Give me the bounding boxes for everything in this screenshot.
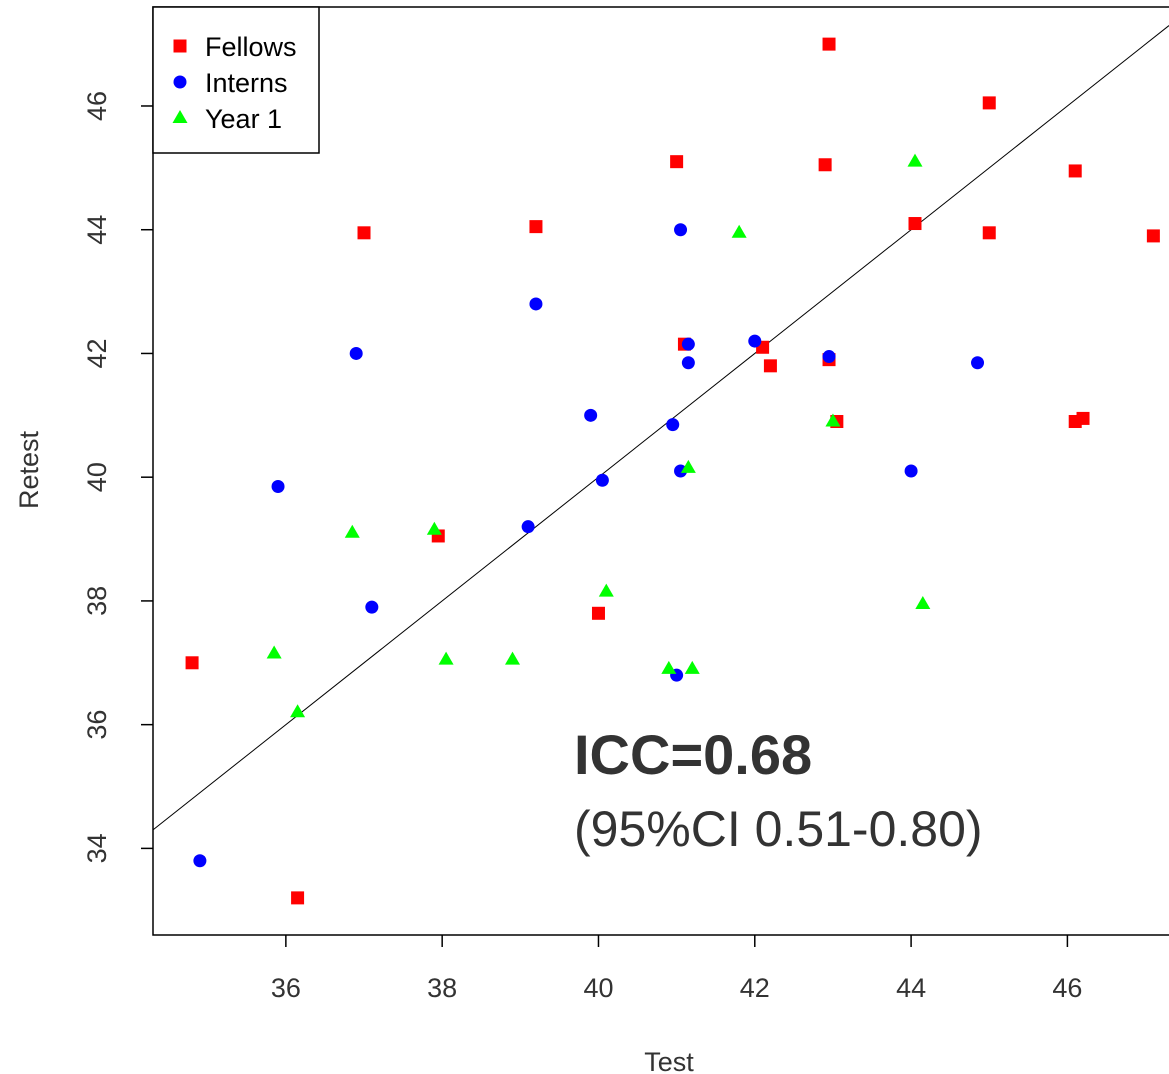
- data-point-interns: [822, 350, 836, 364]
- ci-annotation: (95%CI 0.51-0.80): [574, 801, 983, 857]
- data-point-year-1: [915, 595, 931, 609]
- data-point-year-1: [426, 521, 442, 535]
- legend-label-year-1: Year 1: [205, 104, 282, 134]
- data-point-interns: [595, 473, 609, 487]
- data-point-interns: [666, 418, 680, 432]
- x-tick-label: 46: [1052, 973, 1082, 1003]
- y-tick-label: 36: [82, 710, 112, 740]
- data-point-year-1: [344, 524, 360, 538]
- data-point-interns: [904, 464, 918, 478]
- legend-label-fellows: Fellows: [205, 32, 297, 62]
- y-axis-title: Retest: [14, 430, 44, 509]
- data-point-year-1: [505, 651, 521, 665]
- x-tick-label: 40: [583, 973, 613, 1003]
- fit-line-layer: [153, 25, 1169, 831]
- data-point-fellows: [291, 891, 305, 905]
- data-point-interns: [193, 854, 207, 868]
- points-layer: [185, 37, 1160, 905]
- legend-marker-fellows: [173, 39, 187, 53]
- data-point-interns: [674, 223, 688, 237]
- plot-frame: [152, 6, 1169, 936]
- data-point-year-1: [290, 704, 306, 718]
- data-point-fellows: [1146, 229, 1160, 243]
- data-point-year-1: [266, 645, 282, 659]
- y-tick-label: 44: [82, 215, 112, 245]
- data-point-interns: [529, 297, 543, 311]
- data-point-year-1: [907, 153, 923, 167]
- data-point-interns: [271, 479, 285, 493]
- fit-line: [153, 25, 1169, 831]
- icc-annotation: ICC=0.68: [574, 723, 812, 786]
- data-point-year-1: [598, 583, 614, 597]
- data-point-fellows: [1076, 411, 1090, 425]
- data-point-interns: [748, 334, 762, 348]
- data-point-fellows: [357, 226, 371, 240]
- data-point-interns: [521, 520, 535, 534]
- data-point-fellows: [591, 606, 605, 620]
- data-point-interns: [365, 600, 379, 614]
- data-point-fellows: [818, 158, 832, 172]
- data-point-fellows: [982, 96, 996, 110]
- data-point-fellows: [185, 656, 199, 670]
- data-point-interns: [971, 356, 985, 370]
- data-point-interns: [674, 464, 688, 478]
- data-point-fellows: [670, 155, 684, 169]
- x-axis: 36 38 40 42 44 46: [271, 935, 1082, 1003]
- data-point-fellows: [908, 217, 922, 231]
- x-tick-label: 44: [896, 973, 926, 1003]
- data-point-year-1: [438, 651, 454, 665]
- legend-marker-year-1: [172, 109, 188, 123]
- legend-marker-interns: [173, 75, 187, 89]
- data-point-year-1: [661, 660, 677, 674]
- y-tick-label: 34: [82, 833, 112, 863]
- data-point-year-1: [731, 224, 747, 238]
- data-point-interns: [584, 408, 598, 422]
- data-point-interns: [681, 356, 695, 370]
- data-point-interns: [681, 337, 695, 351]
- x-tick-label: 42: [740, 973, 770, 1003]
- y-tick-label: 40: [82, 462, 112, 492]
- x-axis-title: Test: [644, 1047, 694, 1074]
- data-point-year-1: [825, 413, 841, 427]
- data-point-year-1: [680, 459, 696, 473]
- x-tick-label: 38: [427, 973, 457, 1003]
- data-point-fellows: [982, 226, 996, 240]
- legend: Fellows Interns Year 1: [152, 6, 320, 154]
- data-point-year-1: [684, 660, 700, 674]
- data-point-fellows: [1068, 164, 1082, 178]
- data-point-interns: [349, 346, 363, 360]
- x-tick-label: 36: [271, 973, 301, 1003]
- y-tick-label: 38: [82, 586, 112, 616]
- y-axis: 34 36 38 40 42 44 46: [82, 91, 153, 863]
- legend-label-interns: Interns: [205, 68, 288, 98]
- y-tick-label: 46: [82, 91, 112, 121]
- data-point-fellows: [822, 37, 836, 51]
- data-point-fellows: [763, 359, 777, 373]
- y-tick-label: 42: [82, 338, 112, 368]
- data-point-fellows: [529, 220, 543, 234]
